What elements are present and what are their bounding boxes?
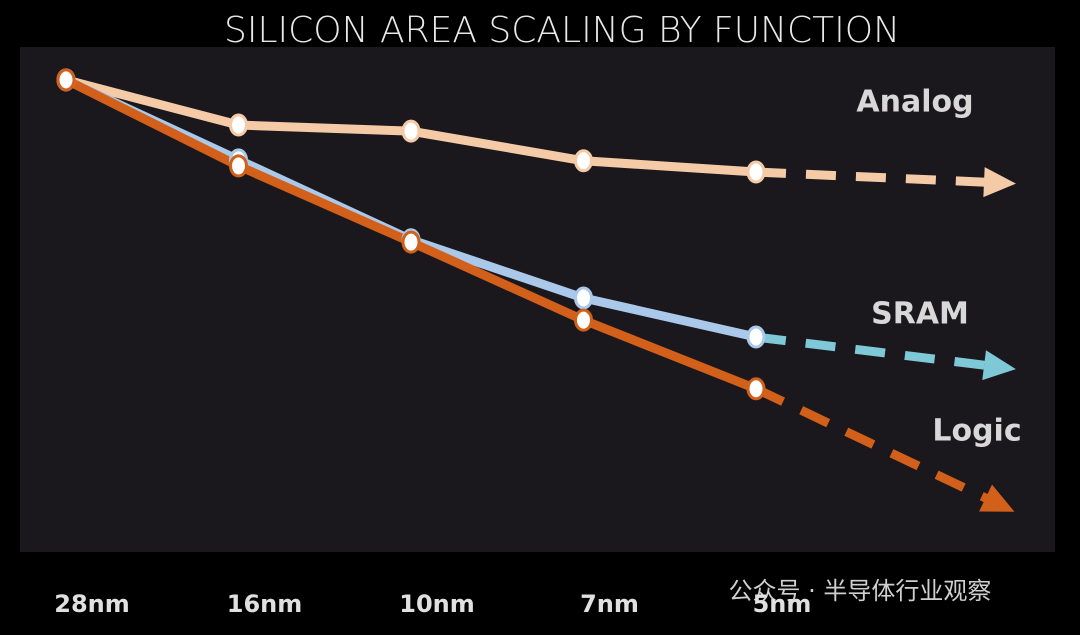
data-point (746, 325, 766, 349)
data-point (746, 377, 766, 401)
legend-label: Analog (856, 85, 973, 120)
data-point (401, 119, 421, 143)
x-tick-label: 5nm (753, 590, 812, 618)
projection-line (755, 332, 987, 370)
chart-title: SILICON AREA SCALING BY FUNCTION (224, 10, 900, 51)
x-tick-label: 16nm (227, 590, 303, 618)
legend-label: Logic (932, 414, 1021, 449)
data-point (574, 149, 593, 173)
data-point (56, 68, 76, 92)
projection-line (754, 384, 990, 503)
legend-label: SRAM (871, 297, 969, 332)
arrowhead (979, 484, 1015, 512)
data-point (574, 286, 593, 310)
data-point (229, 113, 248, 137)
x-tick-label: 28nm (54, 590, 130, 618)
data-point (574, 308, 593, 332)
arrowhead (983, 167, 1016, 198)
x-tick-label: 7nm (580, 590, 639, 618)
data-point (229, 154, 248, 178)
data-point (746, 160, 766, 184)
data-point (401, 230, 421, 254)
projection-line (755, 167, 987, 187)
x-tick-label: 10nm (399, 590, 475, 618)
watermark: 公众号 · 半导体行业观察 (729, 577, 992, 605)
arrowhead (982, 350, 1016, 381)
